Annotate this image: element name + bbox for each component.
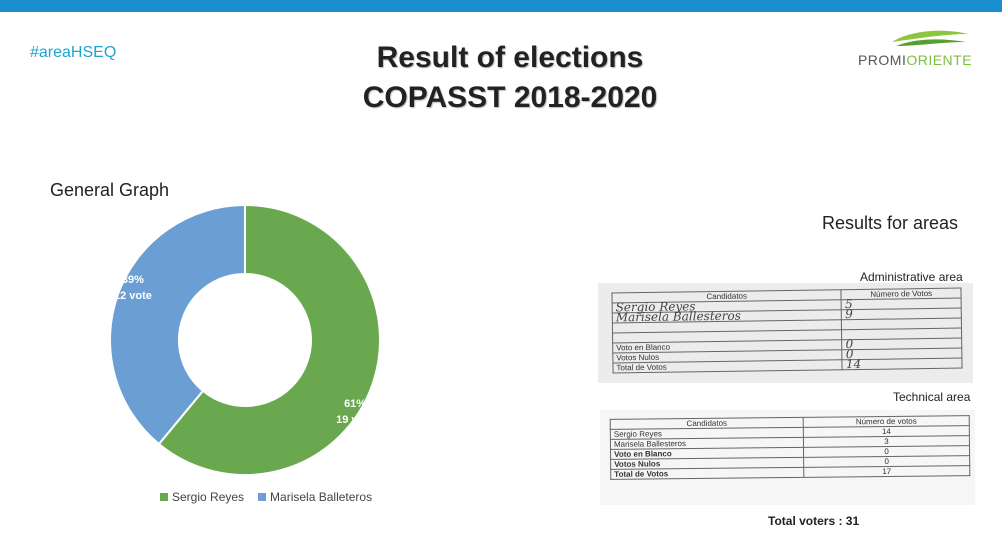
logo: PROMIORIENTE (850, 28, 980, 78)
technical-results-table: Candidatos Número de votos Sergio Reyes … (610, 415, 971, 480)
table-cell: 14 (842, 358, 962, 370)
title-line-2: COPASST 2018-2020 (300, 78, 720, 118)
hashtag: #areaHSEQ (30, 44, 116, 62)
page-title: Result of elections COPASST 2018-2020 (300, 38, 720, 118)
legend-item-marisela: Marisela Balleteros (258, 490, 372, 504)
title-line-1: Result of elections (300, 38, 720, 78)
leaf-logo-icon (890, 28, 970, 52)
table-cell: 17 (804, 466, 970, 478)
donut-chart: 61% 19 vote 39% 12 vote (100, 195, 400, 485)
slice-percent-label: 39% (122, 274, 144, 286)
slice-percent-label: 61% (344, 398, 366, 410)
logo-text-part1: PROMI (858, 52, 906, 68)
legend-label-sergio: Sergio Reyes (172, 490, 244, 504)
legend-swatch-blue (258, 493, 266, 501)
slice-votes-label: 12 vote (114, 290, 152, 302)
logo-text-part2: ORIENTE (906, 52, 972, 68)
chart-legend: Sergio Reyes Marisela Balleteros (160, 490, 372, 504)
legend-swatch-green (160, 493, 168, 501)
legend-item-sergio: Sergio Reyes (160, 490, 244, 504)
logo-text: PROMIORIENTE (850, 52, 980, 68)
legend-label-marisela: Marisela Balleteros (270, 490, 372, 504)
areas-title: Results for areas (822, 213, 958, 234)
admin-area-label: Administrative area (860, 270, 963, 284)
top-bar (0, 0, 1002, 12)
table-cell: Total de Votos (611, 467, 804, 479)
admin-results-table: Candidatos Número de Votos Sergio Reyes … (611, 288, 962, 374)
technical-area-label: Technical area (893, 390, 970, 404)
total-voters: Total voters : 31 (768, 514, 859, 528)
slice-votes-label: 19 vote (336, 414, 374, 426)
